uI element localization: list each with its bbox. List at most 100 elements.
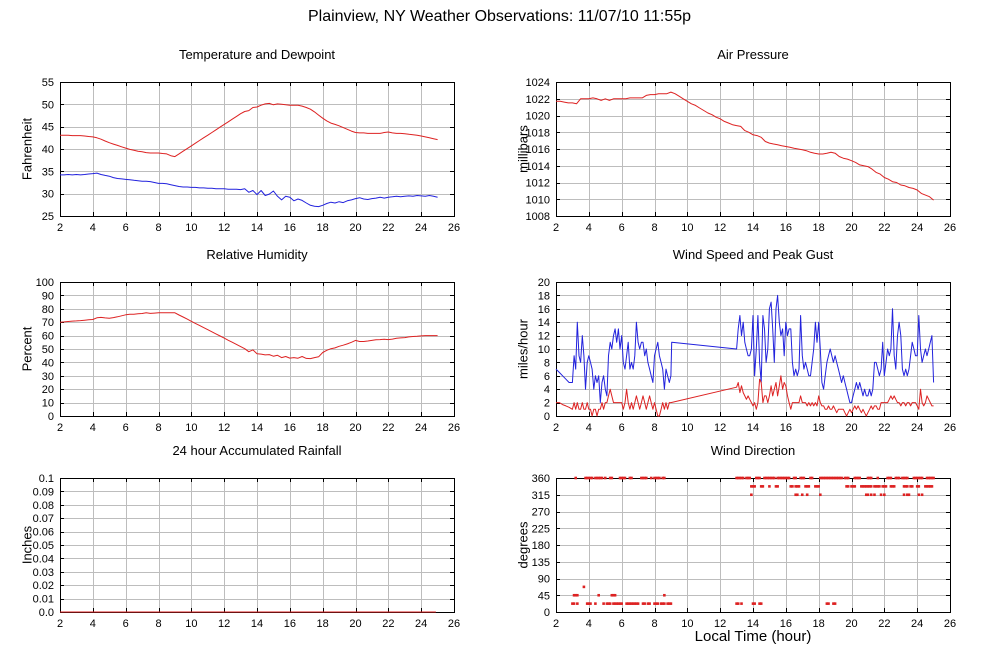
svg-text:24: 24 [415,222,427,234]
svg-text:8: 8 [155,422,161,434]
svg-text:14: 14 [251,222,263,234]
svg-text:60: 60 [42,331,54,343]
chart-wind-direction: Wind Direction degrees 2 4 6 8 10 12 14 16 18 20 2… [510,442,980,648]
svg-text:90: 90 [538,574,550,586]
svg-text:1008: 1008 [526,211,550,223]
svg-text:8: 8 [155,618,161,630]
svg-text:0.01: 0.01 [33,594,54,606]
svg-text:20: 20 [42,384,54,396]
svg-text:10: 10 [681,618,693,630]
svg-text:24: 24 [911,422,923,434]
chart-relative-humidity: Relative Humidity Percent 2 4 6 8 10 12 14 16 18… [14,246,484,452]
svg-text:180: 180 [532,540,550,552]
svg-text:20: 20 [349,618,361,630]
svg-text:1018: 1018 [526,127,550,139]
svg-text:26: 26 [448,618,460,630]
svg-text:10: 10 [185,618,197,630]
svg-text:22: 22 [382,222,394,234]
svg-text:20: 20 [538,277,550,289]
svg-text:16: 16 [538,304,550,316]
svg-text:40: 40 [42,144,54,156]
svg-text:22: 22 [382,618,394,630]
svg-text:18: 18 [317,222,329,234]
svg-text:0.04: 0.04 [33,553,54,565]
svg-text:18: 18 [538,290,550,302]
svg-text:6: 6 [619,618,625,630]
svg-text:16: 16 [780,618,792,630]
svg-text:0.02: 0.02 [33,580,54,592]
svg-text:10: 10 [681,222,693,234]
svg-text:14: 14 [251,618,263,630]
svg-text:50: 50 [42,344,54,356]
svg-text:12: 12 [538,331,550,343]
svg-text:70: 70 [42,317,54,329]
svg-text:22: 22 [878,422,890,434]
svg-text:0: 0 [48,411,54,423]
svg-text:12: 12 [218,618,230,630]
svg-text:12: 12 [714,422,726,434]
svg-text:100: 100 [36,277,54,289]
svg-text:90: 90 [42,290,54,302]
svg-text:360: 360 [532,473,550,485]
svg-text:25: 25 [42,211,54,223]
svg-text:14: 14 [747,618,759,630]
svg-text:8: 8 [651,618,657,630]
svg-text:10: 10 [538,344,550,356]
plot-relative-humidity: 2 4 6 8 10 12 14 16 18 20 22 24 26010203040506070809… [36,277,460,434]
svg-text:24: 24 [911,618,923,630]
svg-text:30: 30 [42,371,54,383]
svg-text:16: 16 [780,422,792,434]
x-axis-label-local-time: Local Time (hour) [694,628,812,645]
svg-text:1024: 1024 [526,77,550,89]
plot-air-pressure: 2 4 6 8 10 12 14 16 18 20 22 24 26100810101012101410… [526,77,957,234]
page-title: Plainview, NY Weather Observations: 11/0… [307,8,692,25]
svg-text:6: 6 [123,222,129,234]
svg-text:225: 225 [532,523,550,535]
svg-text:8: 8 [155,222,161,234]
svg-text:4: 4 [544,384,550,396]
svg-text:2: 2 [57,422,63,434]
svg-text:1016: 1016 [526,144,550,156]
svg-text:4: 4 [586,618,592,630]
svg-text:16: 16 [780,222,792,234]
svg-text:18: 18 [813,422,825,434]
svg-text:0.07: 0.07 [33,513,54,525]
svg-text:80: 80 [42,304,54,316]
svg-text:16: 16 [284,618,296,630]
svg-text:26: 26 [944,222,956,234]
svg-text:24: 24 [415,422,427,434]
svg-text:20: 20 [349,422,361,434]
svg-text:12: 12 [714,222,726,234]
svg-text:6: 6 [123,422,129,434]
svg-text:10: 10 [42,398,54,410]
svg-text:6: 6 [619,222,625,234]
svg-text:22: 22 [382,422,394,434]
svg-text:12: 12 [218,222,230,234]
svg-text:4: 4 [90,222,96,234]
chart-title-wind-speed-gust: Wind Speed and Peak Gust [672,247,834,262]
svg-text:16: 16 [284,422,296,434]
svg-text:14: 14 [538,317,550,329]
svg-text:0.0: 0.0 [39,607,54,619]
svg-text:50: 50 [42,99,54,111]
svg-text:135: 135 [532,557,550,569]
svg-text:26: 26 [448,222,460,234]
svg-text:26: 26 [448,422,460,434]
svg-text:18: 18 [813,618,825,630]
svg-text:24: 24 [911,222,923,234]
svg-text:35: 35 [42,166,54,178]
svg-text:0.08: 0.08 [33,500,54,512]
svg-text:6: 6 [619,422,625,434]
svg-text:0.09: 0.09 [33,486,54,498]
svg-text:1014: 1014 [526,161,550,173]
svg-text:6: 6 [123,618,129,630]
svg-text:1010: 1010 [526,194,550,206]
svg-text:20: 20 [845,422,857,434]
svg-text:0.1: 0.1 [39,473,54,485]
svg-text:12: 12 [714,618,726,630]
svg-text:6: 6 [544,371,550,383]
svg-text:0.03: 0.03 [33,567,54,579]
